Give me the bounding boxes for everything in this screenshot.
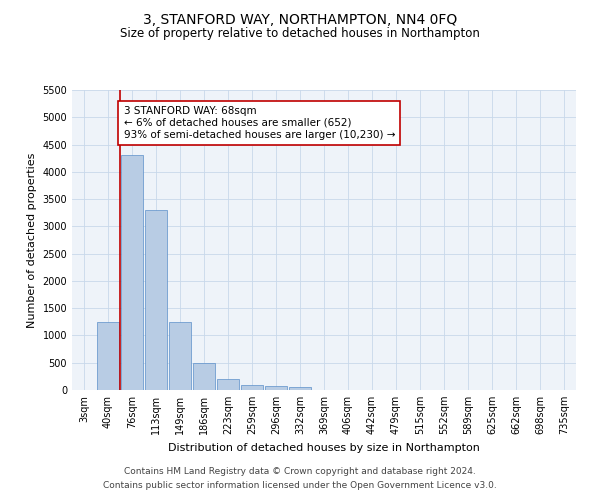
Text: Contains public sector information licensed under the Open Government Licence v3: Contains public sector information licen… bbox=[103, 481, 497, 490]
Bar bbox=[145, 210, 167, 390]
Bar bbox=[217, 379, 239, 390]
Text: Contains HM Land Registry data © Crown copyright and database right 2024.: Contains HM Land Registry data © Crown c… bbox=[124, 467, 476, 476]
Bar bbox=[193, 362, 215, 390]
Text: 3, STANFORD WAY, NORTHAMPTON, NN4 0FQ: 3, STANFORD WAY, NORTHAMPTON, NN4 0FQ bbox=[143, 12, 457, 26]
Bar bbox=[121, 156, 143, 390]
Bar bbox=[289, 388, 311, 390]
Y-axis label: Number of detached properties: Number of detached properties bbox=[27, 152, 37, 328]
Bar bbox=[265, 386, 287, 390]
Text: Size of property relative to detached houses in Northampton: Size of property relative to detached ho… bbox=[120, 28, 480, 40]
Bar bbox=[169, 322, 191, 390]
Bar bbox=[241, 384, 263, 390]
X-axis label: Distribution of detached houses by size in Northampton: Distribution of detached houses by size … bbox=[168, 442, 480, 452]
Bar bbox=[97, 322, 119, 390]
Text: 3 STANFORD WAY: 68sqm
← 6% of detached houses are smaller (652)
93% of semi-deta: 3 STANFORD WAY: 68sqm ← 6% of detached h… bbox=[124, 106, 395, 140]
